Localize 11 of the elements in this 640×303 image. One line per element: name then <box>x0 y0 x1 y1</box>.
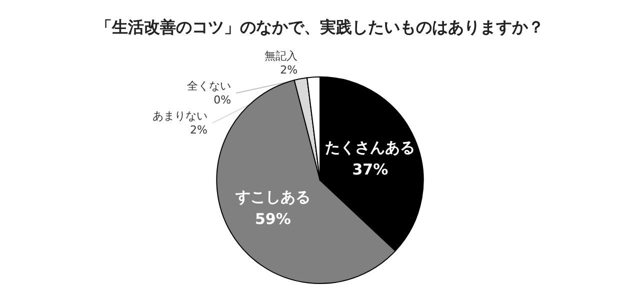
category-label: 全くない <box>187 80 232 93</box>
slice-label: たくさんある <box>325 138 416 156</box>
text: 0% <box>214 94 232 107</box>
data-label: 59% <box>255 210 291 228</box>
data-label: 37% <box>352 160 388 178</box>
data-label: 2% <box>280 64 298 77</box>
chart-title: 「生活改善のコツ」のなかで、実践したいものはありますか？ <box>96 18 544 36</box>
slice-label: 無記入 <box>264 50 298 63</box>
data-label: 2% <box>190 124 208 137</box>
slice-label: すこしある <box>234 188 310 206</box>
slice-label: あまりない <box>152 110 208 123</box>
